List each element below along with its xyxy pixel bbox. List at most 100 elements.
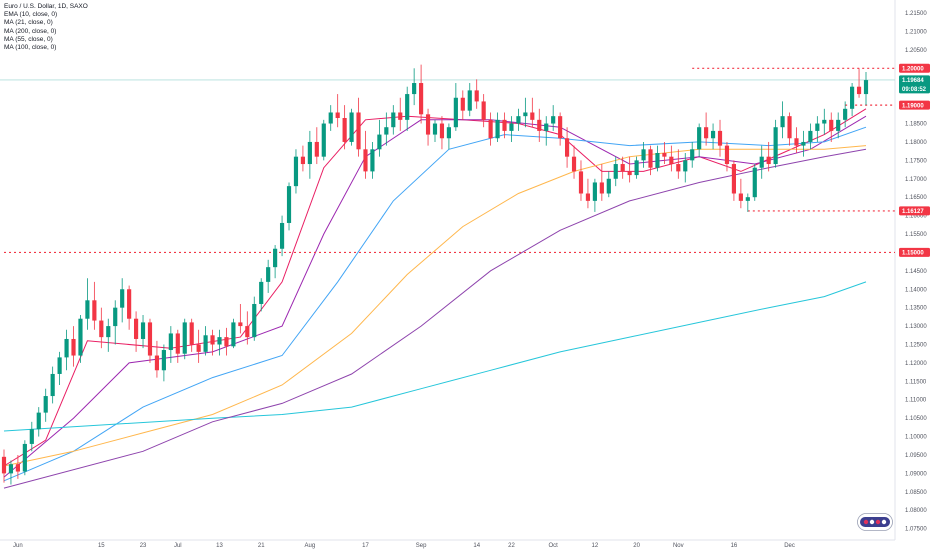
candle-body	[412, 83, 417, 95]
y-tick-label: 1.16000	[905, 214, 927, 220]
x-tick-label: 14	[473, 543, 480, 549]
candle-body	[252, 303, 257, 338]
candle-body	[15, 464, 20, 472]
candle-body	[704, 127, 709, 139]
countdown-label: 09:08:52	[902, 87, 927, 93]
indicator-ma-100[interactable]: MA (100, close, 0)	[4, 44, 57, 52]
candle-body	[50, 373, 55, 397]
candle-body	[127, 289, 132, 319]
candle-body	[599, 182, 604, 194]
indicator-ema-10[interactable]: EMA (10, close, 0)	[4, 11, 58, 19]
time-axis[interactable]: Jun 15 23 Jul 13 21 Aug 17 Sep 14 22 Oct 12 20 Nov 16 De…	[13, 543, 795, 549]
candle-body	[836, 119, 841, 131]
candle-body	[106, 326, 111, 338]
y-tick-label: 1.18500	[905, 122, 927, 128]
candle-body	[766, 156, 771, 165]
current-price-tag	[899, 75, 930, 94]
y-tick-label: 1.10000	[905, 435, 927, 441]
candle-body	[168, 333, 173, 351]
candle-body	[57, 357, 62, 374]
indicator-ma-200[interactable]: MA (200, close, 0)	[4, 27, 57, 35]
candle-body	[460, 97, 465, 111]
candle-body	[203, 335, 208, 352]
candle-body	[558, 116, 563, 139]
candle-body	[724, 145, 730, 165]
ma-line-4	[3, 281, 867, 432]
level-tag-label: 1.20000	[902, 66, 924, 72]
candle-body	[613, 164, 618, 179]
x-tick-label: Jun	[13, 543, 23, 549]
y-tick-label: 1.21500	[905, 11, 927, 17]
y-tick-label: 1.09000	[905, 471, 927, 477]
candle-body	[453, 97, 458, 128]
candle-body	[22, 443, 27, 472]
y-tick-label: 1.11000	[905, 398, 927, 404]
candle-body	[578, 171, 584, 194]
candle-body	[634, 160, 639, 176]
y-tick-label: 1.14500	[905, 269, 927, 275]
candle-body	[648, 149, 653, 168]
candle-body	[8, 464, 14, 474]
y-tick-label: 1.21000	[905, 29, 927, 35]
candle-body	[300, 156, 306, 165]
candle-body	[189, 322, 194, 345]
candle-body	[502, 119, 507, 131]
level-tag-label: 1.16127	[902, 209, 924, 215]
y-tick-label: 1.20500	[905, 48, 927, 54]
candle-body	[307, 141, 312, 165]
current-price-label: 1.19684	[902, 78, 924, 84]
candle-body	[439, 123, 445, 139]
y-tick-label: 1.08000	[905, 508, 927, 514]
x-tick-label: 16	[731, 543, 738, 549]
candle-body	[564, 138, 570, 157]
candle-body	[370, 149, 375, 172]
x-tick-label: Dec	[784, 543, 795, 549]
candle-body	[509, 123, 514, 131]
candle-body	[384, 127, 389, 135]
candle-body	[259, 281, 264, 304]
level-tag-label: 1.19000	[902, 103, 924, 109]
candle-body	[349, 112, 354, 142]
y-tick-label: 1.18000	[905, 140, 927, 146]
candle-body	[592, 182, 597, 201]
candle-body	[147, 322, 153, 356]
y-tick-label: 1.12500	[905, 342, 927, 348]
candle-body	[738, 193, 743, 201]
candle-body	[669, 156, 674, 165]
candle-body	[829, 119, 834, 131]
candle-body	[481, 101, 486, 120]
candle-body	[43, 396, 48, 413]
candle-body	[133, 318, 139, 339]
candle-body	[71, 338, 76, 356]
x-tick-label: Oct	[549, 543, 559, 549]
candle-body	[217, 337, 222, 345]
candle-body	[787, 116, 792, 139]
indicator-ma-55[interactable]: MA (55, close, 0)	[4, 35, 53, 43]
candle-body	[273, 248, 278, 268]
candle-body	[405, 94, 410, 120]
candle-body	[36, 412, 41, 430]
candle-body	[113, 307, 118, 327]
candle-body	[690, 149, 695, 161]
candle-body	[245, 326, 250, 338]
chart-title[interactable]: Euro / U.S. Dollar, 1D, SAXO	[4, 3, 88, 10]
candle-body	[467, 90, 472, 111]
candle-body	[856, 86, 862, 95]
y-tick-label: 1.13500	[905, 306, 927, 312]
candle-body	[655, 152, 660, 168]
y-tick-label: 1.07500	[905, 527, 927, 533]
candle-body	[342, 118, 347, 142]
x-tick-label: 20	[633, 543, 640, 549]
indicator-ma-21[interactable]: MA (21, close, 0)	[4, 19, 53, 27]
candle-body	[606, 178, 611, 194]
candle-body	[780, 116, 785, 128]
level-tag-label: 1.15000	[902, 251, 924, 257]
candle-body	[335, 112, 340, 119]
candle-body	[1, 456, 7, 474]
candle-body	[92, 300, 97, 321]
candle-body	[516, 116, 521, 124]
candle-body	[293, 156, 299, 187]
candle-body	[321, 123, 326, 157]
candle-body	[488, 119, 493, 139]
